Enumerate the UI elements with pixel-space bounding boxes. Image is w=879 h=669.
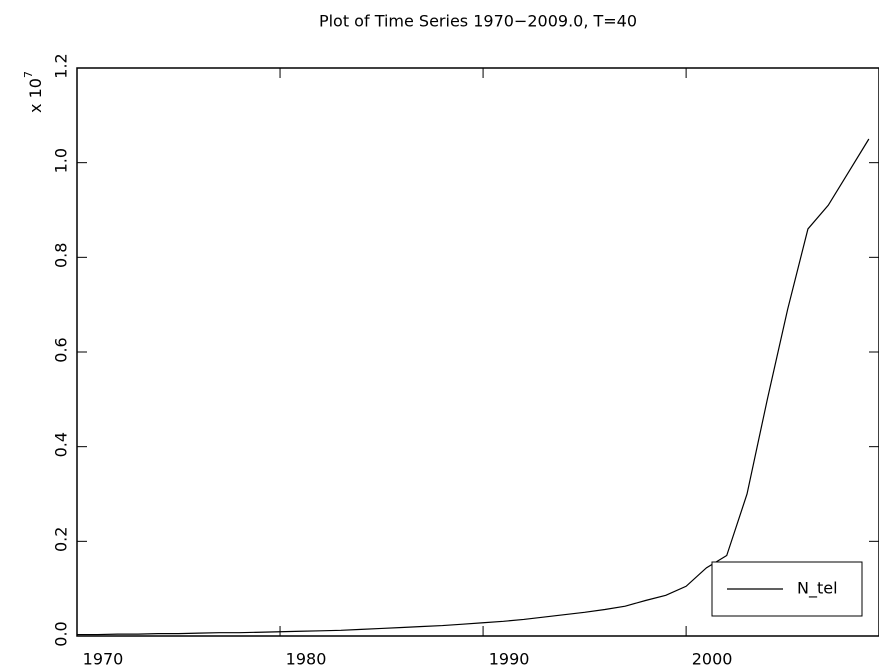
y-tick-label: 0.8 [52, 243, 71, 268]
y-tick-label: 0.0 [52, 621, 71, 646]
legend-label: N_tel [797, 579, 838, 599]
y-tick-label: 0.4 [52, 432, 71, 457]
series-line [77, 138, 870, 636]
y-tick-label: 0.6 [52, 337, 71, 362]
y-tick-label: 1.2 [52, 53, 71, 78]
x-tick-label: 1970 [83, 650, 124, 669]
y-tick-label: 1.0 [52, 148, 71, 173]
y-scale: x 107 [22, 71, 45, 113]
x-tick-label: 2000 [692, 650, 733, 669]
plot-frame [76, 67, 879, 637]
y-scale-base: x 10 [26, 78, 45, 113]
y-tick-label: 0.2 [52, 527, 71, 552]
y-scale-exponent: 7 [22, 71, 35, 78]
x-tick-label: 1990 [489, 650, 530, 669]
x-tick-label: 1980 [286, 650, 327, 669]
chart-title: Plot of Time Series 1970−2009.0, T=40 [319, 12, 637, 31]
